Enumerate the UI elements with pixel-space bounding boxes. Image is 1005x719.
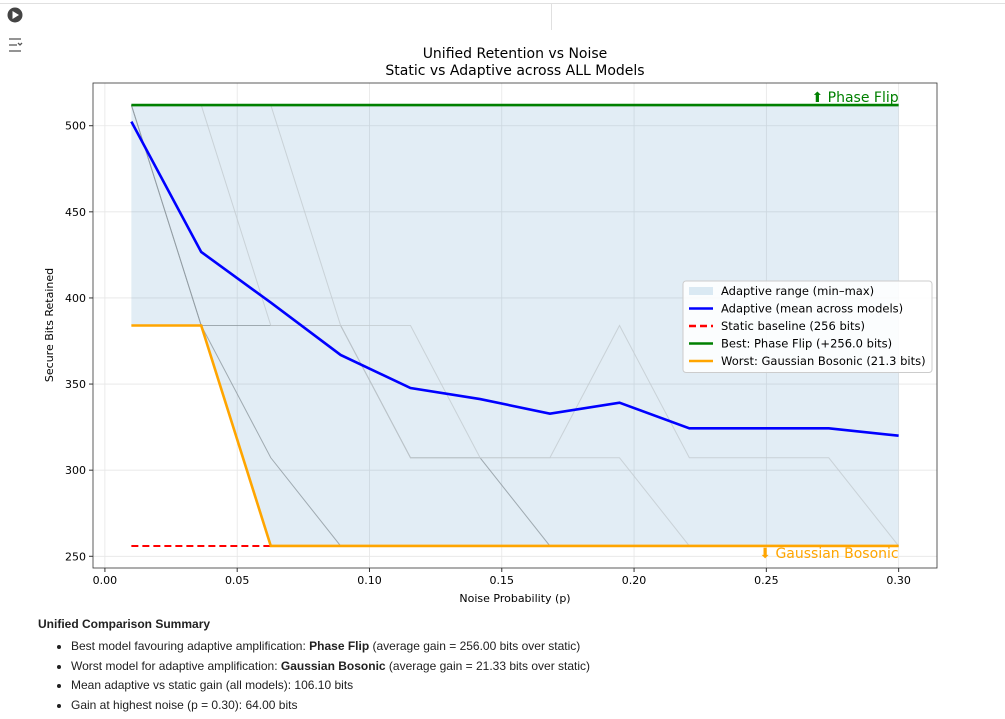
- legend-label: Adaptive (mean across models): [721, 302, 903, 316]
- y-tick-label: 250: [65, 550, 86, 563]
- chart-title: Unified Retention vs Noise: [423, 46, 608, 62]
- summary-text: (average gain = 256.00 bits over static): [369, 639, 581, 653]
- summary-text: Gain at highest noise (p = 0.30): 64.00 …: [71, 697, 298, 712]
- model-name: Gaussian Bosonic: [280, 658, 386, 673]
- legend-swatch: [689, 287, 713, 295]
- y-tick-label: 350: [65, 378, 86, 391]
- series-line: [130, 120, 899, 438]
- summary-list: Best model favouring adaptive amplificat…: [38, 637, 590, 715]
- chart-subtitle: Static vs Adaptive across ALL Models: [385, 63, 644, 79]
- legend-label: Worst: Gaussian Bosonic (21.3 bits): [721, 354, 926, 368]
- annotation: ⬇ Gaussian Bosonic: [759, 546, 898, 562]
- summary-text: Worst model for adaptive amplification:: [71, 658, 281, 673]
- run-icon: [12, 11, 19, 19]
- summary-item: Best model favouring adaptive amplificat…: [71, 637, 590, 657]
- summary-item: Mean adaptive vs static gain (all models…: [71, 676, 590, 696]
- y-tick-label: 500: [65, 120, 86, 133]
- legend-label: Adaptive range (min–max): [721, 284, 874, 298]
- chart: 0.00 0.05 0.10 0.15 0.20 0.25 0.30 250 300 350 400…: [0, 3, 1005, 605]
- model-name: Phase Flip: [309, 639, 370, 653]
- model-line: [131, 104, 900, 547]
- y-tick-label: 300: [65, 464, 86, 477]
- y-axis-label: Secure Bits Retained: [43, 268, 56, 382]
- y-tick-label: 400: [65, 292, 86, 305]
- x-tick-label: 0.15: [490, 574, 515, 587]
- plot-frame: [92, 82, 938, 569]
- y-tick-label: 450: [65, 206, 86, 219]
- x-tick-label: 0.25: [754, 574, 779, 587]
- summary: Unified Comparison Summary Best model fa…: [38, 617, 590, 715]
- summary-text: (average gain = 21.33 bits over static): [385, 658, 591, 673]
- x-axis-label: Noise Probability (p): [459, 592, 570, 605]
- x-tick-label: 0.20: [622, 574, 647, 587]
- series-line: [131, 324, 899, 548]
- summary-text: Best model favouring adaptive amplificat…: [71, 639, 310, 653]
- summary-item: Gain at highest noise (p = 0.30): 64.00 …: [71, 696, 590, 716]
- legend-label: Static baseline (256 bits): [721, 319, 865, 333]
- range-area: [131, 105, 899, 546]
- legend: [682, 280, 933, 373]
- output-toggle[interactable]: [9, 38, 23, 52]
- x-tick-label: 0.00: [93, 574, 118, 587]
- annotation: ⬆ Phase Flip: [811, 90, 898, 106]
- x-tick-label: 0.10: [357, 574, 382, 587]
- summary-title: Unified Comparison Summary: [38, 617, 211, 631]
- legend-label: Best: Phase Flip (+256.0 bits): [721, 337, 892, 351]
- x-tick-label: 0.30: [886, 574, 911, 587]
- summary-item: Worst model for adaptive amplification: …: [71, 657, 590, 677]
- summary-text: Mean adaptive vs static gain (all models…: [71, 678, 354, 693]
- x-tick-label: 0.05: [225, 574, 250, 587]
